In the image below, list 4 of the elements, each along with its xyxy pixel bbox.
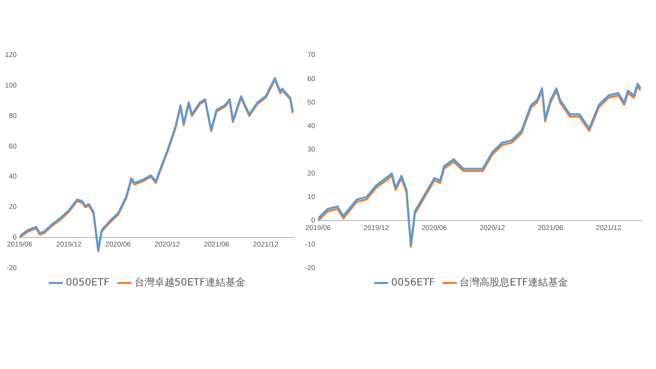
legend-label: 台灣卓越50ETF連結基金: [134, 276, 246, 289]
legend-label: 台灣高股息ETF連結基金: [460, 276, 568, 289]
legend-label: 0056ETF: [391, 278, 435, 289]
legend-label: 0050ETF: [66, 278, 110, 289]
